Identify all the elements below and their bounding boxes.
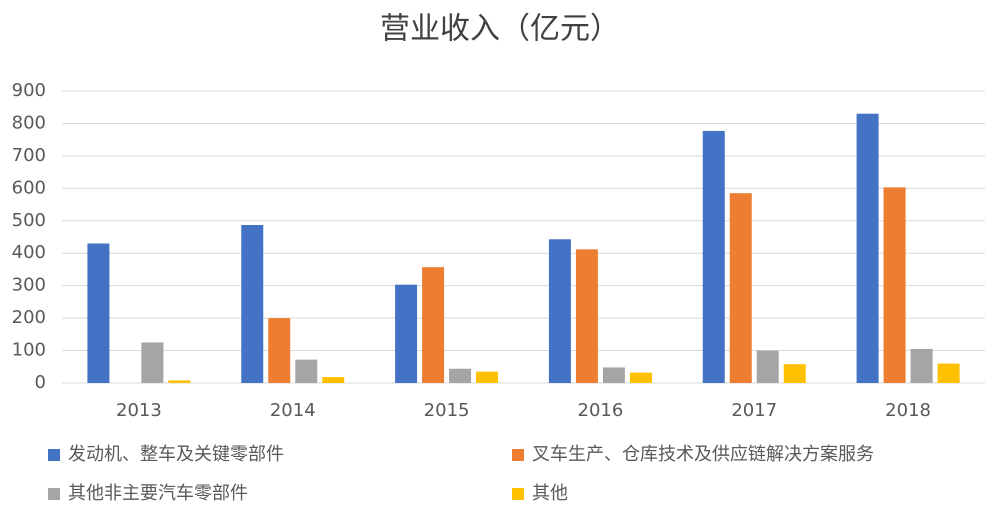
y-tick-label: 500: [12, 210, 46, 231]
x-tick-label: 2016: [578, 400, 624, 421]
bar: [783, 364, 806, 383]
y-tick-label: 0: [35, 372, 46, 393]
y-tick-label: 700: [12, 145, 46, 166]
bar: [395, 284, 418, 383]
bar: [241, 224, 264, 383]
legend-label: 其他: [532, 483, 568, 504]
legend-label: 叉车生产、仓库技术及供应链解决方案服务: [532, 444, 874, 465]
bar: [756, 350, 779, 383]
legend-label: 发动机、整车及关键零部件: [68, 444, 284, 465]
bar: [548, 239, 571, 383]
bar: [268, 318, 291, 383]
y-tick-label: 100: [12, 340, 46, 361]
x-tick-label: 2013: [116, 400, 162, 421]
y-tick-label: 300: [12, 275, 46, 296]
bar: [856, 113, 879, 383]
bar: [87, 243, 110, 383]
y-tick-label: 800: [12, 112, 46, 133]
bar: [422, 267, 445, 383]
legend-swatch: [512, 449, 524, 461]
bar: [602, 367, 625, 383]
bar: [295, 359, 318, 383]
legend-label: 其他非主要汽车零部件: [68, 483, 248, 504]
bar: [141, 342, 164, 383]
y-tick-label: 200: [12, 307, 46, 328]
x-tick-label: 2017: [731, 400, 777, 421]
bar: [449, 368, 472, 383]
bar: [729, 193, 752, 383]
bar: [476, 371, 499, 383]
bar: [910, 348, 933, 383]
bar: [937, 363, 960, 383]
bar: [168, 380, 191, 383]
bar: [575, 249, 598, 383]
chart-title: 营业收入（亿元）: [380, 12, 620, 47]
bar: [322, 377, 345, 383]
legend-swatch: [48, 488, 60, 500]
y-tick-label: 600: [12, 177, 46, 198]
legend-swatch: [512, 488, 524, 500]
bar: [702, 130, 725, 383]
x-tick-label: 2018: [885, 400, 931, 421]
bar: [883, 187, 906, 383]
y-tick-label: 400: [12, 242, 46, 263]
x-tick-label: 2014: [270, 400, 316, 421]
bar: [629, 372, 652, 383]
x-tick-label: 2015: [424, 400, 470, 421]
y-tick-label: 900: [12, 80, 46, 101]
legend-swatch: [48, 449, 60, 461]
